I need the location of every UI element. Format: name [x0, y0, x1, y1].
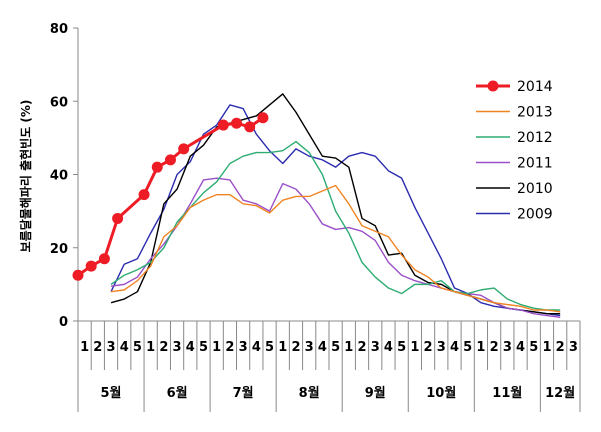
legend-label: 2011 [517, 156, 553, 172]
x-tick-label: 3 [107, 340, 116, 355]
x-tick-label: 1 [410, 340, 419, 355]
series-line-2010 [110, 93, 561, 315]
x-tick-label: 2 [225, 340, 234, 355]
x-tick-label: 4 [186, 340, 195, 355]
x-tick-label: 5 [265, 340, 274, 355]
legend-item-2011: 2011 [476, 156, 553, 172]
x-month-label: 5월 [101, 385, 122, 401]
x-tick-label: 1 [542, 340, 551, 355]
y-tick-label: 20 [50, 242, 68, 257]
x-tick-label: 3 [239, 340, 248, 355]
legend-item-2014: 2014 [476, 79, 553, 95]
y-tick-label: 60 [50, 95, 68, 110]
x-tick-label: 3 [503, 340, 512, 355]
data-point-2014 [98, 253, 110, 265]
legend-label: 2014 [517, 79, 553, 95]
x-tick-label: 5 [397, 340, 406, 355]
x-tick-label: 5 [199, 340, 208, 355]
data-point-2014 [138, 189, 150, 201]
data-point-2014 [231, 117, 243, 129]
x-tick-label: 4 [450, 340, 459, 355]
x-tick-label: 4 [384, 340, 393, 355]
series-line-2012 [110, 140, 561, 311]
x-tick-label: 3 [437, 340, 446, 355]
x-tick-label: 2 [93, 340, 102, 355]
legend-item-2009: 2009 [476, 207, 553, 223]
x-tick-label: 2 [159, 340, 168, 355]
x-tick-label: 1 [278, 340, 287, 355]
data-point-2014 [112, 212, 124, 224]
x-month-label: 12월 [545, 385, 575, 401]
x-tick-label: 1 [80, 340, 89, 355]
series-2013 [110, 184, 561, 313]
x-tick-label: 2 [424, 340, 433, 355]
x-month-label: 9월 [365, 385, 386, 401]
x-tick-label: 5 [331, 340, 340, 355]
x-tick-label: 5 [529, 340, 538, 355]
x-tick-label: 5 [463, 340, 472, 355]
x-tick-label: 4 [318, 340, 327, 355]
legend-item-2010: 2010 [476, 181, 553, 197]
x-tick-label: 2 [291, 340, 300, 355]
x-tick-label: 2 [556, 340, 565, 355]
legend-label: 2013 [517, 105, 553, 121]
data-point-2014 [217, 119, 229, 131]
y-axis-label: 보름달물해파리 출현빈도 (%) [18, 100, 33, 253]
data-point-2014 [257, 112, 269, 124]
x-tick-label: 3 [173, 340, 182, 355]
x-tick-label: 2 [490, 340, 499, 355]
series-2012 [110, 140, 561, 311]
data-point-2014 [164, 154, 176, 166]
x-month-label: 8월 [299, 385, 320, 401]
data-point-2014 [151, 161, 163, 173]
x-tick-label: 4 [252, 340, 261, 355]
x-tick-label: 1 [212, 340, 221, 355]
data-point-2014 [244, 121, 256, 133]
y-axis: 0 20 40 60 80 [50, 22, 79, 330]
series-2014 [72, 112, 269, 281]
series-2010 [110, 93, 561, 315]
data-point-2014 [178, 143, 190, 155]
legend-label: 2012 [517, 130, 553, 146]
series-layer [72, 93, 561, 319]
series-line-2013 [110, 184, 561, 313]
y-tick-label: 40 [50, 169, 68, 184]
data-point-2014 [85, 260, 97, 272]
legend: 2014 2013 2012 2011 2010 2009 [476, 79, 553, 223]
legend-item-2013: 2013 [476, 105, 553, 121]
y-tick-label: 80 [50, 22, 68, 37]
data-point-2014 [72, 269, 84, 281]
x-tick-label: 1 [146, 340, 155, 355]
legend-label: 2009 [517, 207, 553, 223]
x-tick-label: 4 [120, 340, 129, 355]
x-tick-label: 1 [344, 340, 353, 355]
x-tick-label: 2 [358, 340, 367, 355]
x-tick-label: 3 [371, 340, 380, 355]
x-month-label: 6월 [167, 385, 188, 401]
x-tick-label: 5 [133, 340, 142, 355]
legend-label: 2010 [517, 181, 553, 197]
x-month-label: 11월 [492, 385, 522, 401]
x-tick-label: 3 [569, 340, 578, 355]
x-month-label: 7월 [233, 385, 254, 401]
series-line-2011 [110, 177, 561, 319]
x-tick-label: 3 [305, 340, 314, 355]
series-2011 [110, 177, 561, 319]
x-month-label: 10월 [426, 385, 456, 401]
legend-item-2012: 2012 [476, 130, 553, 146]
x-tick-label: 1 [476, 340, 485, 355]
x-tick-label: 4 [516, 340, 525, 355]
y-tick-label: 0 [59, 315, 68, 330]
x-axis: 1 2 3 4 5 1 2 3 4 5 1 2 3 4 5 1 2 3 4 5 1 2 3 4 5 1 2 3 4 5 1 2 3 4 5 1 2 35월… [77, 320, 581, 412]
legend-marker [487, 80, 499, 92]
